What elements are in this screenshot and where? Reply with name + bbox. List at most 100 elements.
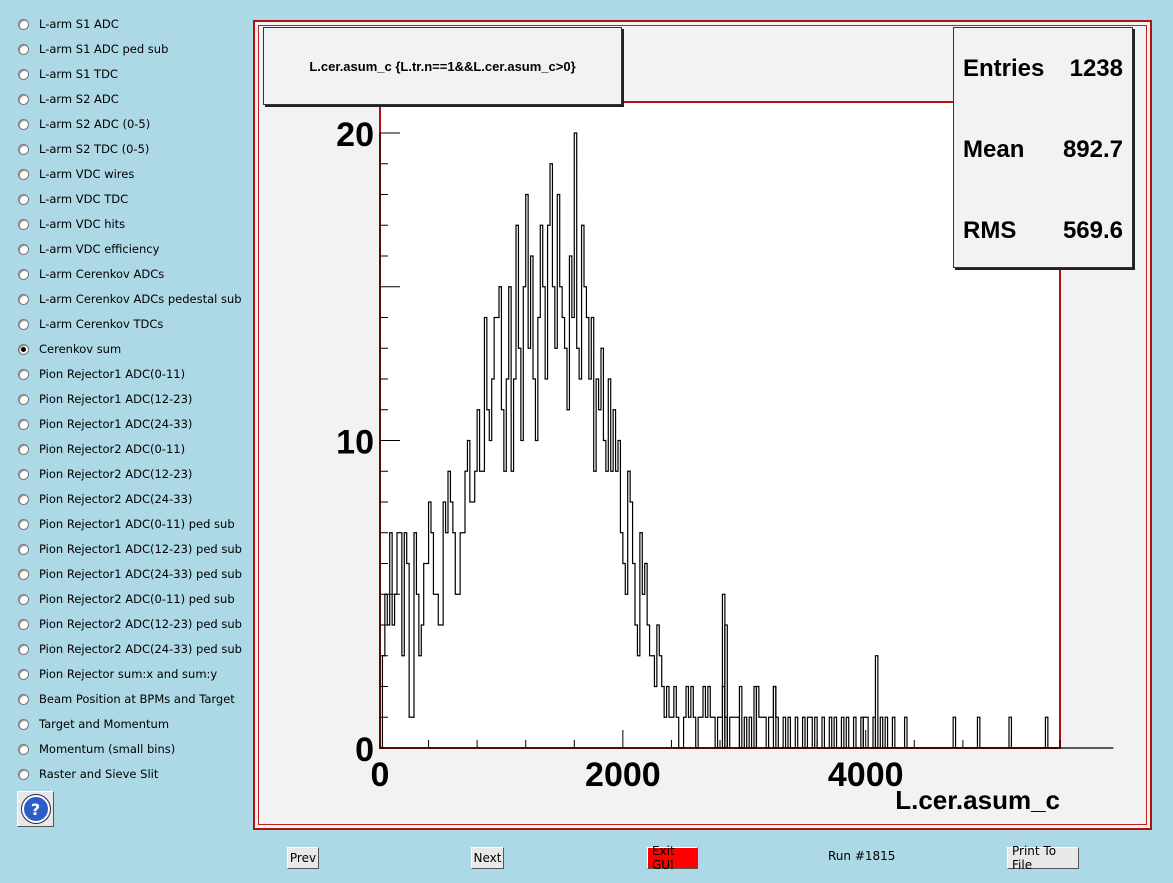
stat-label: Entries xyxy=(963,55,1045,82)
radio-unchecked-icon[interactable] xyxy=(18,693,29,705)
sidebar-radio-item[interactable]: L-arm VDC efficiency xyxy=(18,240,159,258)
radio-unchecked-icon[interactable] xyxy=(18,68,29,80)
sidebar-radio-item[interactable]: Pion Rejector1 ADC(0-11) xyxy=(18,365,185,383)
radio-unchecked-icon[interactable] xyxy=(18,93,29,105)
sidebar-radio-item[interactable]: Cerenkov sum xyxy=(18,340,121,358)
sidebar-radio-label: Cerenkov sum xyxy=(39,342,122,356)
sidebar-radio-label: Pion Rejector2 ADC(0-11) ped sub xyxy=(39,592,235,606)
sidebar-radio-item[interactable]: L-arm S2 TDC (0-5) xyxy=(18,140,149,158)
radio-unchecked-icon[interactable] xyxy=(18,168,29,180)
sidebar-radio-item[interactable]: L-arm VDC wires xyxy=(18,165,134,183)
radio-unchecked-icon[interactable] xyxy=(18,418,29,430)
sidebar-radio-item[interactable]: Pion Rejector1 ADC(24-33) xyxy=(18,415,192,433)
sidebar-radio-item[interactable]: Pion Rejector1 ADC(12-23) ped sub xyxy=(18,540,242,558)
plot-selector-sidebar: L-arm S1 ADC L-arm S1 ADC ped sub L-arm S1… xyxy=(0,0,250,883)
sidebar-radio-item[interactable]: Target and Momentum xyxy=(18,715,169,733)
sidebar-radio-label: Pion Rejector1 ADC(0-11) xyxy=(39,367,186,381)
sidebar-radio-item[interactable]: Pion Rejector2 ADC(0-11) ped sub xyxy=(18,590,235,608)
y-tick-label: 20 xyxy=(336,116,374,154)
y-tick-label: 0 xyxy=(355,731,374,769)
x-axis-title: L.cer.asum_c xyxy=(895,785,1060,815)
sidebar-radio-item[interactable]: L-arm S1 TDC xyxy=(18,65,118,83)
question-mark-icon: ? xyxy=(21,795,50,823)
radio-unchecked-icon[interactable] xyxy=(18,268,29,280)
radio-unchecked-icon[interactable] xyxy=(18,118,29,130)
radio-unchecked-icon[interactable] xyxy=(18,393,29,405)
sidebar-radio-item[interactable]: L-arm S2 ADC xyxy=(18,90,119,108)
next-button-label: Next xyxy=(473,851,502,865)
sidebar-radio-item[interactable]: Pion Rejector2 ADC(12-23) xyxy=(18,465,192,483)
sidebar-radio-item[interactable]: L-arm S1 ADC ped sub xyxy=(18,40,168,58)
sidebar-radio-item[interactable]: Pion Rejector1 ADC(24-33) ped sub xyxy=(18,565,242,583)
print-to-file-button-label: Print To File xyxy=(1012,844,1057,872)
next-button[interactable]: Next xyxy=(471,847,504,869)
sidebar-radio-item[interactable]: Pion Rejector1 ADC(12-23) xyxy=(18,390,192,408)
x-tick-label: 2000 xyxy=(585,756,661,794)
sidebar-radio-label: L-arm Cerenkov ADCs xyxy=(39,267,165,281)
sidebar-radio-label: Pion Rejector2 ADC(0-11) xyxy=(39,442,186,456)
sidebar-radio-item[interactable]: L-arm S2 ADC (0-5) xyxy=(18,115,150,133)
sidebar-radio-item[interactable]: Pion Rejector2 ADC(24-33) ped sub xyxy=(18,640,242,658)
radio-unchecked-icon[interactable] xyxy=(18,668,29,680)
radio-unchecked-icon[interactable] xyxy=(18,18,29,30)
radio-unchecked-icon[interactable] xyxy=(18,143,29,155)
radio-unchecked-icon[interactable] xyxy=(18,318,29,330)
sidebar-radio-item[interactable]: L-arm Cerenkov ADCs pedestal sub xyxy=(18,290,242,308)
sidebar-radio-label: Pion Rejector1 ADC(24-33) ped sub xyxy=(39,567,242,581)
sidebar-radio-item[interactable]: L-arm Cerenkov ADCs xyxy=(18,265,164,283)
plot-area xyxy=(379,101,1061,749)
sidebar-radio-label: Pion Rejector2 ADC(24-33) xyxy=(39,492,193,506)
sidebar-radio-label: L-arm S2 TDC (0-5) xyxy=(39,142,150,156)
sidebar-radio-label: Pion Rejector2 ADC(24-33) ped sub xyxy=(39,642,242,656)
sidebar-radio-label: L-arm VDC wires xyxy=(39,167,135,181)
sidebar-radio-item[interactable]: Pion Rejector sum:x and sum:y xyxy=(18,665,217,683)
radio-unchecked-icon[interactable] xyxy=(18,593,29,605)
sidebar-radio-item[interactable]: L-arm Cerenkov TDCs xyxy=(18,315,163,333)
sidebar-radio-item[interactable]: Pion Rejector2 ADC(0-11) xyxy=(18,440,185,458)
radio-unchecked-icon[interactable] xyxy=(18,293,29,305)
radio-unchecked-icon[interactable] xyxy=(18,443,29,455)
radio-unchecked-icon[interactable] xyxy=(18,243,29,255)
sidebar-radio-label: Beam Position at BPMs and Target xyxy=(39,692,235,706)
sidebar-radio-label: L-arm S1 TDC xyxy=(39,67,118,81)
radio-unchecked-icon[interactable] xyxy=(18,643,29,655)
sidebar-radio-label: L-arm S2 ADC (0-5) xyxy=(39,117,151,131)
sidebar-radio-label: L-arm S1 ADC xyxy=(39,17,119,31)
radio-unchecked-icon[interactable] xyxy=(18,43,29,55)
radio-unchecked-icon[interactable] xyxy=(18,618,29,630)
prev-button[interactable]: Prev xyxy=(287,847,319,869)
sidebar-radio-label: Pion Rejector1 ADC(0-11) ped sub xyxy=(39,517,235,531)
sidebar-radio-label: L-arm S2 ADC xyxy=(39,92,119,106)
radio-unchecked-icon[interactable] xyxy=(18,768,29,780)
radio-unchecked-icon[interactable] xyxy=(18,468,29,480)
sidebar-radio-label: Pion Rejector1 ADC(24-33) xyxy=(39,417,193,431)
sidebar-radio-item[interactable]: Pion Rejector2 ADC(24-33) xyxy=(18,490,192,508)
sidebar-radio-item[interactable]: Momentum (small bins) xyxy=(18,740,175,758)
sidebar-radio-item[interactable]: L-arm VDC TDC xyxy=(18,190,128,208)
sidebar-radio-label: Raster and Sieve Slit xyxy=(39,767,159,781)
radio-unchecked-icon[interactable] xyxy=(18,543,29,555)
exit-gui-button[interactable]: Exit GUI xyxy=(647,844,698,872)
print-to-file-button[interactable]: Print To File xyxy=(1007,844,1079,872)
stat-label: RMS xyxy=(963,217,1017,244)
radio-unchecked-icon[interactable] xyxy=(18,743,29,755)
radio-unchecked-icon[interactable] xyxy=(18,218,29,230)
radio-unchecked-icon[interactable] xyxy=(18,568,29,580)
radio-unchecked-icon[interactable] xyxy=(18,193,29,205)
sidebar-radio-item[interactable]: Pion Rejector1 ADC(0-11) ped sub xyxy=(18,515,235,533)
sidebar-radio-item[interactable]: L-arm S1 ADC xyxy=(18,15,119,33)
radio-checked-icon[interactable] xyxy=(18,343,29,355)
radio-unchecked-icon[interactable] xyxy=(18,518,29,530)
radio-unchecked-icon[interactable] xyxy=(18,718,29,730)
sidebar-radio-item[interactable]: Pion Rejector2 ADC(12-23) ped sub xyxy=(18,615,242,633)
sidebar-radio-item[interactable]: Beam Position at BPMs and Target xyxy=(18,690,235,708)
stat-row-rms: RMS 569.6 xyxy=(963,217,1123,245)
radio-unchecked-icon[interactable] xyxy=(18,368,29,380)
sidebar-radio-item[interactable]: Raster and Sieve Slit xyxy=(18,765,158,783)
radio-unchecked-icon[interactable] xyxy=(18,493,29,505)
sidebar-radio-label: Pion Rejector2 ADC(12-23) ped sub xyxy=(39,617,242,631)
x-tick-label: 4000 xyxy=(828,756,904,794)
sidebar-radio-item[interactable]: L-arm VDC hits xyxy=(18,215,125,233)
sidebar-radio-label: L-arm Cerenkov ADCs pedestal sub xyxy=(39,292,242,306)
help-button[interactable]: ? xyxy=(17,791,54,827)
